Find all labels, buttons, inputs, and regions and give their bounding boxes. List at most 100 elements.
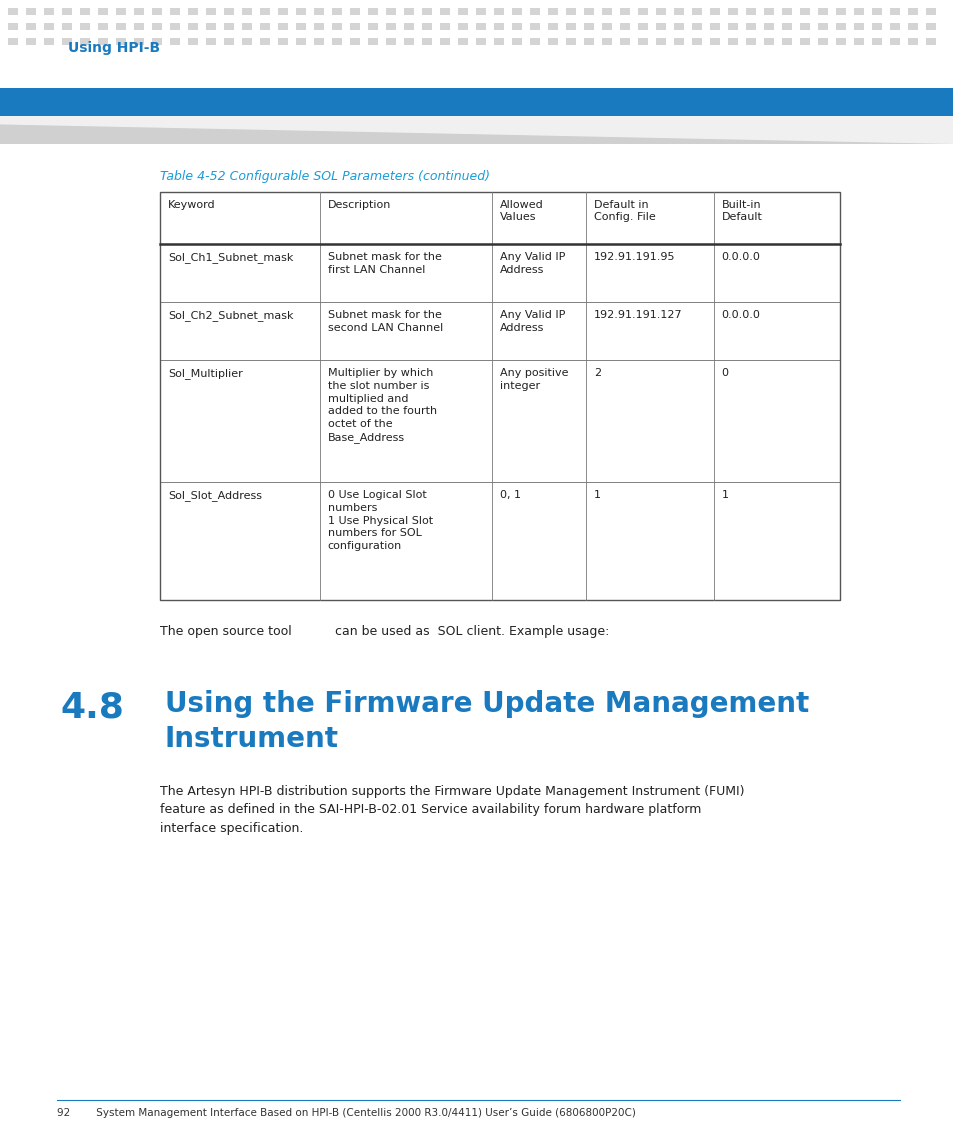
- Bar: [547, 38, 558, 45]
- Bar: [709, 8, 720, 15]
- Text: 0, 1: 0, 1: [499, 490, 520, 500]
- Text: The open source tool: The open source tool: [160, 625, 292, 638]
- Text: Default in
Config. File: Default in Config. File: [593, 200, 655, 222]
- Text: 0: 0: [720, 368, 728, 378]
- Bar: [160, 192, 840, 600]
- Bar: [332, 8, 341, 15]
- Text: Any Valid IP
Address: Any Valid IP Address: [499, 310, 564, 333]
- Bar: [583, 23, 594, 30]
- Bar: [421, 8, 432, 15]
- Text: Any positive
integer: Any positive integer: [499, 368, 568, 390]
- Bar: [26, 23, 36, 30]
- Bar: [386, 8, 395, 15]
- Bar: [242, 38, 252, 45]
- Bar: [457, 8, 468, 15]
- Bar: [295, 8, 306, 15]
- Bar: [727, 23, 738, 30]
- Bar: [160, 360, 840, 482]
- Text: Sol_Ch2_Subnet_mask: Sol_Ch2_Subnet_mask: [168, 310, 294, 321]
- Bar: [763, 8, 773, 15]
- Text: Subnet mask for the
first LAN Channel: Subnet mask for the first LAN Channel: [328, 252, 441, 275]
- Bar: [206, 8, 215, 15]
- Bar: [835, 8, 845, 15]
- Text: Sol_Multiplier: Sol_Multiplier: [168, 368, 242, 379]
- Bar: [26, 8, 36, 15]
- Bar: [170, 8, 180, 15]
- Bar: [871, 38, 882, 45]
- Bar: [673, 8, 683, 15]
- Bar: [907, 23, 917, 30]
- Bar: [673, 23, 683, 30]
- Bar: [403, 8, 414, 15]
- Bar: [889, 38, 899, 45]
- Bar: [727, 8, 738, 15]
- Bar: [0, 88, 953, 116]
- Text: 0 Use Logical Slot
numbers
1 Use Physical Slot
numbers for SOL
configuration: 0 Use Logical Slot numbers 1 Use Physica…: [328, 490, 433, 551]
- Bar: [206, 23, 215, 30]
- Bar: [260, 8, 270, 15]
- Text: 2: 2: [593, 368, 600, 378]
- Bar: [188, 38, 198, 45]
- Bar: [98, 23, 108, 30]
- Bar: [817, 23, 827, 30]
- Text: Allowed
Values: Allowed Values: [499, 200, 543, 222]
- Bar: [853, 38, 863, 45]
- Bar: [332, 23, 341, 30]
- Bar: [98, 38, 108, 45]
- Text: Built-in
Default: Built-in Default: [720, 200, 761, 222]
- Text: 4.8: 4.8: [60, 690, 124, 724]
- Bar: [62, 23, 71, 30]
- Text: Using the Firmware Update Management
Instrument: Using the Firmware Update Management Ins…: [165, 690, 808, 752]
- Bar: [386, 38, 395, 45]
- Bar: [512, 38, 521, 45]
- Bar: [160, 192, 840, 244]
- Bar: [512, 8, 521, 15]
- Bar: [925, 38, 935, 45]
- Bar: [638, 23, 647, 30]
- Text: 1: 1: [593, 490, 600, 500]
- Bar: [476, 38, 485, 45]
- Bar: [817, 38, 827, 45]
- Bar: [638, 8, 647, 15]
- Bar: [332, 38, 341, 45]
- Bar: [745, 38, 755, 45]
- Text: Any Valid IP
Address: Any Valid IP Address: [499, 252, 564, 275]
- Bar: [457, 23, 468, 30]
- Bar: [494, 38, 503, 45]
- Bar: [188, 8, 198, 15]
- Bar: [530, 38, 539, 45]
- Text: 0.0.0.0: 0.0.0.0: [720, 252, 760, 262]
- Bar: [745, 23, 755, 30]
- Bar: [160, 482, 840, 600]
- Bar: [8, 8, 18, 15]
- Bar: [0, 116, 953, 144]
- Bar: [583, 8, 594, 15]
- Text: Multiplier by which
the slot number is
multiplied and
added to the fourth
octet : Multiplier by which the slot number is m…: [328, 368, 436, 443]
- Bar: [530, 23, 539, 30]
- Bar: [691, 23, 701, 30]
- Text: 192.91.191.95: 192.91.191.95: [593, 252, 675, 262]
- Bar: [116, 38, 126, 45]
- Bar: [763, 38, 773, 45]
- Bar: [691, 38, 701, 45]
- Bar: [152, 23, 162, 30]
- Bar: [727, 38, 738, 45]
- Bar: [98, 8, 108, 15]
- Bar: [601, 38, 612, 45]
- Bar: [350, 23, 359, 30]
- Bar: [62, 8, 71, 15]
- Bar: [439, 8, 450, 15]
- Bar: [152, 8, 162, 15]
- Bar: [781, 23, 791, 30]
- Bar: [619, 38, 629, 45]
- Bar: [800, 23, 809, 30]
- Text: 1: 1: [720, 490, 728, 500]
- Text: Subnet mask for the
second LAN Channel: Subnet mask for the second LAN Channel: [328, 310, 442, 333]
- Bar: [421, 23, 432, 30]
- Bar: [439, 23, 450, 30]
- Bar: [907, 8, 917, 15]
- Bar: [277, 8, 288, 15]
- Bar: [494, 8, 503, 15]
- Bar: [368, 38, 377, 45]
- Bar: [242, 8, 252, 15]
